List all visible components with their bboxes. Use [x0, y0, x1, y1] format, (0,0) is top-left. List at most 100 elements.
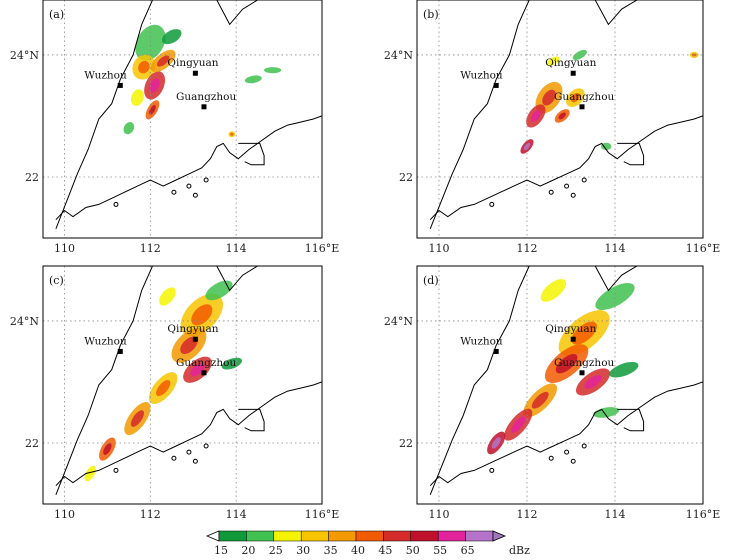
panel-frame: [42, 265, 323, 505]
city-label: Wuzhou: [84, 69, 127, 81]
echo-core: [523, 142, 531, 151]
radar-echoes: [84, 280, 243, 482]
island: [192, 458, 198, 464]
island: [570, 192, 576, 198]
map-panel-a: Wuzhou Qingyuan Guangzhou (a) 24°N 22 110 112 11…: [10, 0, 339, 255]
colorbar-tick-label: 15: [214, 544, 228, 557]
colorbar-tick-label: 65: [461, 544, 475, 557]
colorbar-swatch: [410, 530, 439, 542]
echo-core: [530, 110, 541, 122]
west-border: [429, 0, 530, 229]
colorbar-swatch: [218, 530, 247, 542]
city-label: Wuzhou: [460, 335, 503, 347]
city-marker: [570, 70, 576, 76]
coastline: [429, 115, 703, 221]
west-border: [55, 0, 153, 229]
city-marker: [493, 348, 499, 354]
city-marker: [493, 82, 499, 88]
lon-tick-label: 110: [54, 508, 75, 521]
north-border: [594, 266, 638, 292]
colorbar-swatch: [437, 530, 466, 542]
city-marker: [579, 370, 585, 376]
colorbar-tick-label: 35: [324, 544, 338, 557]
lon-tick-label: 116°E: [305, 242, 340, 255]
echo-cell: [130, 89, 144, 106]
lon-tick-label: 112: [517, 242, 538, 255]
radar-echoes: [123, 24, 282, 138]
graticule: [417, 266, 703, 504]
lon-tick-label: 112: [140, 242, 161, 255]
colorbar-tick-label: 25: [269, 544, 283, 557]
lat-tick-label: 24°N: [384, 315, 413, 328]
echo-core: [558, 112, 566, 120]
island: [186, 183, 192, 189]
panel-label: (b): [423, 8, 439, 21]
colorbar-swatch: [273, 530, 302, 542]
lon-tick-label: 110: [429, 508, 450, 521]
island: [548, 189, 554, 195]
boundaries: [55, 0, 322, 229]
lat-tick-label: 24°N: [10, 315, 39, 328]
echo-core: [230, 132, 234, 136]
colorbar-tick-label: 40: [351, 544, 365, 557]
island: [564, 449, 570, 455]
echo-core: [584, 375, 602, 389]
echo-cell: [595, 282, 635, 311]
lat-tick-label: 22: [399, 437, 413, 450]
lat-tick-label: 24°N: [10, 49, 39, 62]
island: [581, 177, 587, 183]
echo-core: [191, 304, 213, 326]
hong-kong-boundary: [617, 408, 645, 432]
lon-tick-label: 114: [605, 242, 626, 255]
echo-cell: [221, 357, 243, 370]
island: [564, 183, 570, 189]
island: [171, 455, 177, 461]
city-label: Qingyuan: [545, 57, 596, 69]
hong-kong-boundary: [238, 408, 265, 432]
boundaries: [429, 0, 703, 229]
colorbar-tick-label: 45: [378, 544, 392, 557]
lon-tick-label: 116°E: [686, 242, 721, 255]
lon-tick-label: 114: [605, 508, 626, 521]
echo-cell: [244, 75, 262, 84]
colorbar-tick-label: 20: [241, 544, 255, 557]
west-border: [429, 266, 530, 495]
echo-cell: [540, 279, 567, 302]
north-border: [594, 0, 638, 26]
city-marker: [579, 104, 585, 110]
city-marker: [201, 370, 207, 376]
panel-label: (d): [423, 274, 439, 287]
colorbar-low-tip: [205, 530, 220, 542]
colorbar-swatch: [328, 530, 357, 542]
echo-core: [149, 105, 156, 115]
island: [203, 443, 209, 449]
radar-echoes: [487, 279, 639, 455]
island: [171, 189, 177, 195]
city-label: Wuzhou: [84, 335, 127, 347]
lon-tick-label: 112: [517, 508, 538, 521]
lat-tick-label: 22: [25, 437, 39, 450]
city-marker: [570, 336, 576, 342]
coastline: [55, 115, 322, 221]
colorbar-high-tip: [492, 530, 507, 542]
panel-frame: [416, 0, 704, 239]
island: [113, 467, 119, 473]
city-marker: [192, 336, 198, 342]
island: [489, 467, 495, 473]
island: [203, 177, 209, 183]
hong-kong-boundary: [617, 142, 645, 166]
echo-core: [138, 60, 150, 74]
island: [113, 201, 119, 207]
island: [581, 443, 587, 449]
island: [548, 455, 554, 461]
echo-core: [570, 92, 581, 103]
lon-tick-label: 110: [54, 242, 75, 255]
lat-tick-label: 24°N: [384, 49, 413, 62]
north-border: [216, 266, 258, 292]
colorbar-swatch: [355, 530, 384, 542]
hong-kong-boundary: [238, 142, 265, 166]
coastline: [55, 381, 322, 487]
colorbar: 15 20 25 30 35 40 45 50 55 65 dBz: [205, 530, 530, 557]
echo-core: [555, 353, 578, 374]
